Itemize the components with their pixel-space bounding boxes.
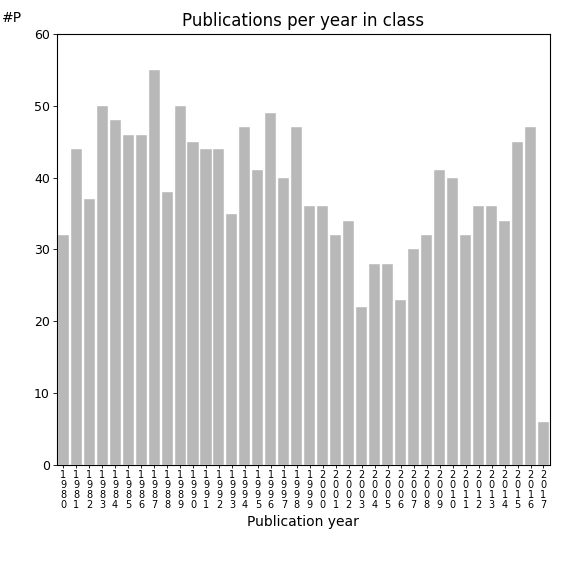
Bar	[175, 106, 185, 465]
Bar	[356, 307, 367, 465]
X-axis label: Publication year: Publication year	[247, 515, 359, 528]
Y-axis label: #P: #P	[2, 11, 22, 26]
Bar	[239, 128, 251, 465]
Bar	[512, 142, 523, 465]
Bar	[525, 128, 536, 465]
Bar	[265, 113, 276, 465]
Bar	[71, 149, 82, 465]
Title: Publications per year in class: Publications per year in class	[182, 12, 425, 29]
Bar	[109, 120, 121, 465]
Bar	[58, 235, 69, 465]
Bar	[318, 206, 328, 465]
Bar	[331, 235, 341, 465]
Bar	[278, 177, 289, 465]
Bar	[343, 221, 354, 465]
Bar	[201, 149, 211, 465]
Bar	[213, 149, 225, 465]
Bar	[447, 177, 458, 465]
Bar	[434, 171, 445, 465]
Bar	[499, 221, 510, 465]
Bar	[122, 134, 134, 465]
Bar	[149, 70, 159, 465]
Bar	[395, 300, 406, 465]
Bar	[84, 199, 95, 465]
Bar	[369, 264, 380, 465]
Bar	[538, 422, 549, 465]
Bar	[188, 142, 198, 465]
Bar	[421, 235, 432, 465]
Bar	[252, 171, 264, 465]
Bar	[460, 235, 471, 465]
Bar	[473, 206, 484, 465]
Bar	[382, 264, 393, 465]
Bar	[486, 206, 497, 465]
Bar	[136, 134, 147, 465]
Bar	[304, 206, 315, 465]
Bar	[291, 128, 302, 465]
Bar	[226, 214, 238, 465]
Bar	[96, 106, 108, 465]
Bar	[162, 192, 172, 465]
Bar	[408, 249, 419, 465]
